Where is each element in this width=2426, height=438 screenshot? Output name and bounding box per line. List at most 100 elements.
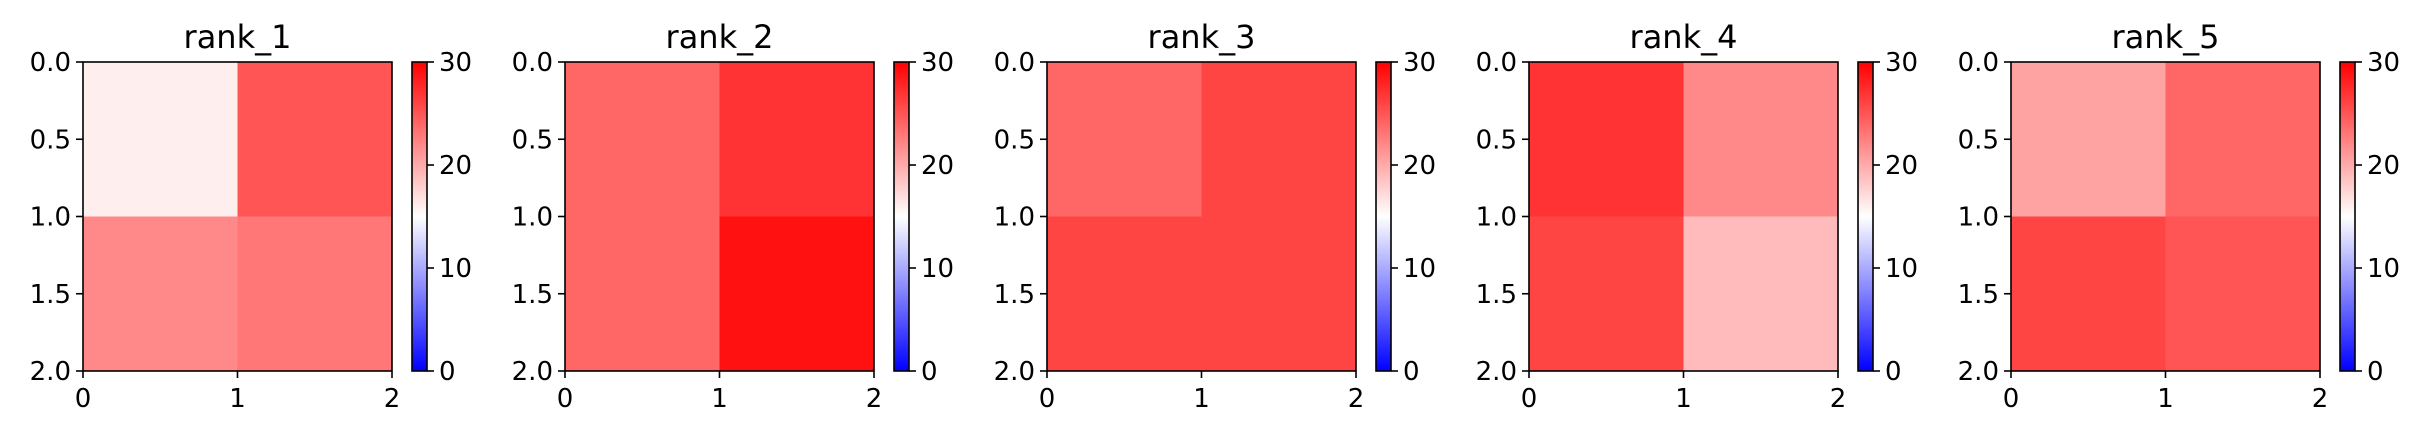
panel-title: rank_2	[666, 18, 774, 56]
y-tick-label: 1.5	[1476, 280, 1517, 310]
x-tick-label: 1	[1193, 384, 1210, 414]
colorbar-tick-label: 20	[439, 151, 472, 181]
colorbar-tick-label: 0	[1885, 357, 1902, 387]
colorbar	[894, 62, 909, 371]
y-tick-label: 0.5	[1958, 125, 1999, 155]
colorbar	[2340, 62, 2355, 371]
y-tick-label: 0.0	[1958, 48, 1999, 78]
colorbar-tick-label: 10	[1885, 254, 1918, 284]
y-tick-label: 0.5	[1476, 125, 1517, 155]
heatmap-cell	[2165, 62, 2320, 217]
colorbar-tick-label: 30	[921, 48, 954, 78]
heatmap-cell	[2011, 216, 2166, 371]
y-tick-label: 0.5	[512, 125, 553, 155]
y-tick-label: 1.0	[512, 203, 553, 233]
x-tick-label: 2	[1348, 384, 1365, 414]
x-tick-label: 0	[1039, 384, 1056, 414]
y-tick-label: 1.5	[1958, 280, 1999, 310]
heatmap-cell	[237, 216, 392, 371]
y-tick-label: 0.5	[30, 125, 71, 155]
y-tick-label: 1.0	[994, 203, 1035, 233]
panel-title: rank_3	[1148, 18, 1256, 56]
x-tick-label: 2	[1830, 384, 1847, 414]
colorbar-tick-label: 20	[1403, 151, 1436, 181]
colorbar-tick-label: 30	[1885, 48, 1918, 78]
colorbar-frame	[1375, 61, 1392, 372]
y-tick-label: 1.0	[30, 203, 71, 233]
colorbar-tick-label: 20	[2367, 151, 2400, 181]
y-tick-label: 2.0	[512, 357, 553, 387]
y-tick-label: 0.5	[994, 125, 1035, 155]
colorbar	[1376, 62, 1391, 371]
x-tick-label: 1	[2157, 384, 2174, 414]
x-tick-label: 2	[384, 384, 401, 414]
heatmap-cell	[237, 62, 392, 217]
colorbar-tick-label: 30	[2367, 48, 2400, 78]
heatmap-cell	[1683, 216, 1838, 371]
x-tick-label: 0	[75, 384, 92, 414]
heatmap-cell	[2165, 216, 2320, 371]
colorbar-tick-label: 10	[439, 254, 472, 284]
colorbar-tick-label: 30	[439, 48, 472, 78]
heatmap-cell	[1201, 62, 1356, 217]
y-tick-label: 2.0	[1476, 357, 1517, 387]
y-tick-label: 2.0	[30, 357, 71, 387]
x-tick-label: 0	[2003, 384, 2020, 414]
x-tick-label: 2	[2312, 384, 2329, 414]
y-tick-label: 0.0	[30, 48, 71, 78]
y-tick-label: 0.0	[994, 48, 1035, 78]
heatmap-cell	[719, 62, 874, 217]
colorbar-tick-label: 10	[1403, 254, 1436, 284]
panel-title: rank_1	[184, 18, 292, 56]
heatmap-cell	[1683, 62, 1838, 217]
colorbar-frame	[2339, 61, 2356, 372]
colorbar-frame	[411, 61, 428, 372]
y-tick-label: 1.5	[994, 280, 1035, 310]
heatmap-cell	[2011, 62, 2166, 217]
colorbar-frame	[893, 61, 910, 372]
colorbar-tick-label: 20	[1885, 151, 1918, 181]
x-tick-label: 1	[1675, 384, 1692, 414]
heatmap-cell	[1047, 216, 1202, 371]
x-tick-label: 1	[229, 384, 246, 414]
colorbar-tick-label: 10	[2367, 254, 2400, 284]
heatmap-cell	[719, 216, 874, 371]
x-tick-label: 1	[711, 384, 728, 414]
panel-title: rank_4	[1630, 18, 1738, 56]
colorbar-tick-label: 0	[2367, 357, 2384, 387]
y-tick-label: 1.5	[30, 280, 71, 310]
y-tick-label: 2.0	[1958, 357, 1999, 387]
colorbar-frame	[1857, 61, 1874, 372]
y-tick-label: 2.0	[994, 357, 1035, 387]
colorbar-tick-label: 0	[1403, 357, 1420, 387]
heatmap-cell	[565, 216, 720, 371]
colorbar	[1858, 62, 1873, 371]
x-tick-label: 0	[557, 384, 574, 414]
panel-title: rank_5	[2112, 18, 2220, 56]
heatmap-cell	[565, 62, 720, 217]
y-tick-label: 0.0	[512, 48, 553, 78]
colorbar-tick-label: 30	[1403, 48, 1436, 78]
heatmap-cell	[83, 62, 238, 217]
x-tick-label: 0	[1521, 384, 1538, 414]
y-tick-label: 1.5	[512, 280, 553, 310]
colorbar-tick-label: 10	[921, 254, 954, 284]
x-tick-label: 2	[866, 384, 883, 414]
colorbar-tick-label: 20	[921, 151, 954, 181]
y-tick-label: 1.0	[1958, 203, 1999, 233]
heatmap-cell	[1529, 62, 1684, 217]
heatmap-cell	[1201, 216, 1356, 371]
y-tick-label: 0.0	[1476, 48, 1517, 78]
heatmap-cell	[1047, 62, 1202, 217]
heatmap-cell	[1529, 216, 1684, 371]
colorbar-tick-label: 0	[921, 357, 938, 387]
heatmap-cell	[83, 216, 238, 371]
colorbar-tick-label: 0	[439, 357, 456, 387]
colorbar	[412, 62, 427, 371]
